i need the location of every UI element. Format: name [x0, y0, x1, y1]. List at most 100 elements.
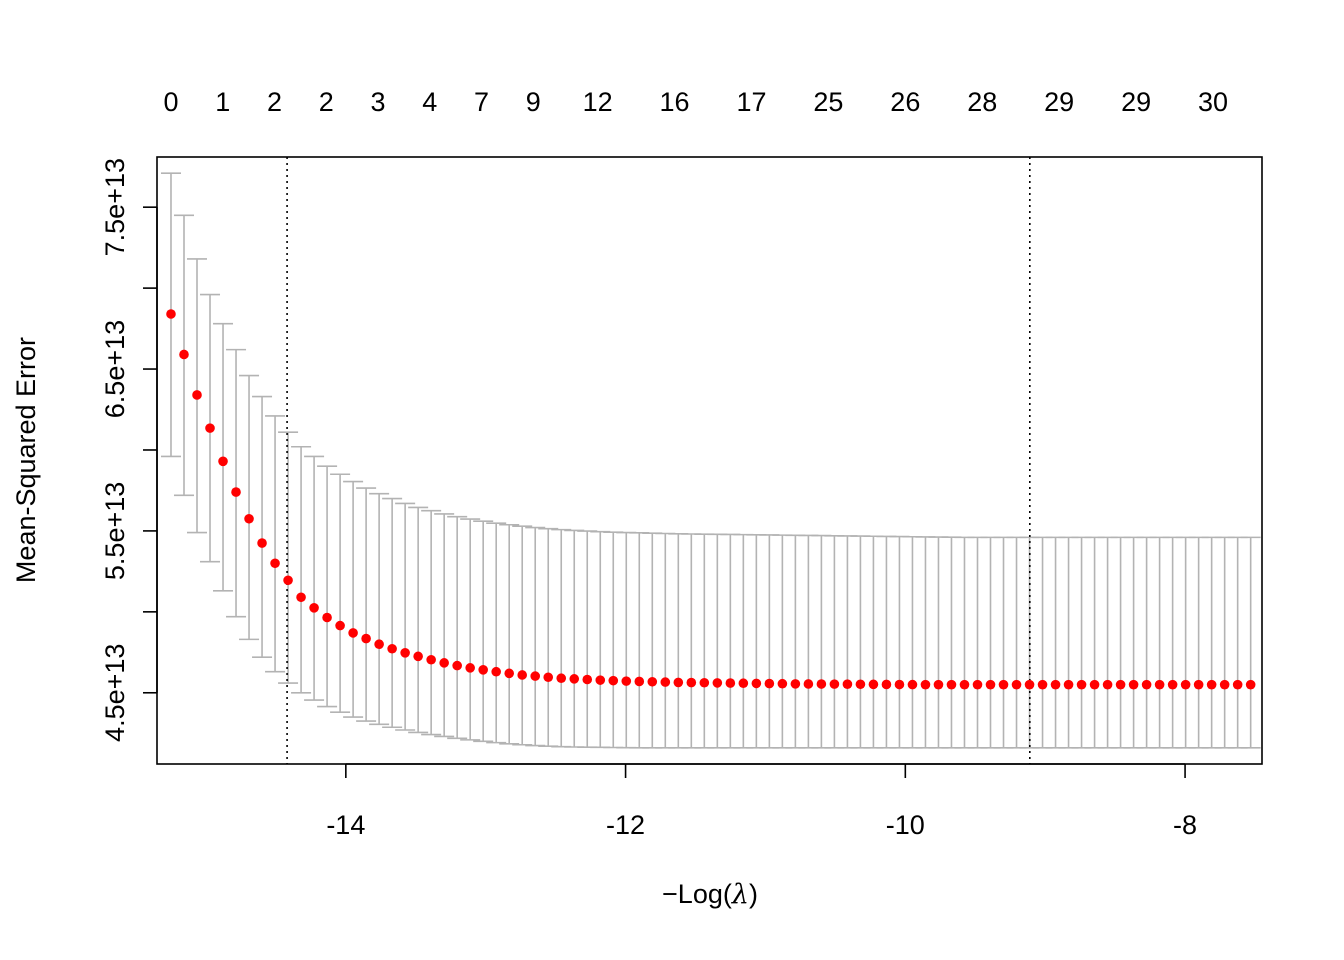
mse-point	[244, 513, 254, 524]
mse-point	[1219, 679, 1230, 690]
mse-point	[1089, 679, 1100, 690]
mse-point	[972, 679, 983, 690]
x-axis-label: −Log(λ)	[662, 879, 758, 910]
mse-point	[946, 679, 957, 690]
mse-point	[608, 675, 619, 686]
top-axis-label: 9	[526, 87, 541, 117]
mse-point	[374, 639, 384, 650]
mse-point	[400, 647, 410, 658]
mse-point	[322, 612, 332, 623]
mse-point	[1037, 679, 1048, 690]
y-tick-label: 4.5e+13	[100, 644, 130, 742]
top-axis-label: 16	[660, 87, 690, 117]
top-axis-label: 0	[163, 87, 178, 117]
top-axis-label: 4	[422, 87, 437, 117]
y-axis: 4.5e+13 5.5e+13 6.5e+13 7.5e+13	[100, 158, 158, 742]
mse-point	[1115, 679, 1126, 690]
mse-point	[426, 654, 436, 665]
mse-point	[1024, 679, 1035, 690]
mse-point	[192, 390, 202, 400]
y-tick-label: 7.5e+13	[100, 158, 130, 256]
mse-point	[842, 679, 853, 689]
mse-point	[582, 674, 593, 685]
mse-point	[309, 602, 319, 613]
mse-point	[634, 676, 645, 687]
top-axis-label: 2	[319, 87, 334, 117]
mse-point	[816, 679, 827, 689]
mse-point	[1102, 679, 1113, 690]
mse-point	[933, 679, 944, 690]
mse-point	[530, 671, 541, 681]
top-axis-label: 26	[890, 87, 920, 117]
mse-point	[790, 679, 801, 689]
top-axis-label: 2	[267, 87, 282, 117]
mse-point	[894, 679, 905, 690]
mse-point	[1050, 679, 1061, 690]
mse-point	[1076, 679, 1087, 690]
top-axis-label: 30	[1198, 87, 1228, 117]
mse-point	[621, 676, 632, 686]
top-axis-label: 7	[474, 87, 489, 117]
mse-point	[751, 678, 762, 689]
mse-point	[673, 677, 684, 688]
mse-point	[1193, 679, 1204, 690]
x-tick-label: -14	[326, 810, 365, 840]
mse-point	[387, 643, 397, 654]
error-bars	[160, 172, 1261, 749]
mse-point	[686, 677, 697, 688]
reference-lines	[286, 157, 1031, 764]
mse-point	[504, 668, 515, 679]
mse-point	[465, 663, 475, 673]
mse-point	[959, 679, 970, 690]
mse-point	[1180, 679, 1191, 690]
y-tick-label: 5.5e+13	[100, 482, 130, 580]
mse-point	[712, 678, 723, 688]
mse-point	[179, 349, 189, 360]
top-axis: 0 1 2 2 3 4 7 9 12 16 17 25 26 28 29 29 30	[163, 87, 1228, 117]
top-axis-label: 25	[813, 87, 843, 117]
mse-point	[998, 679, 1009, 690]
mse-point	[543, 672, 554, 683]
mse-point	[283, 575, 293, 586]
top-axis-label: 29	[1121, 87, 1151, 117]
mse-point	[725, 678, 736, 688]
mse-point	[205, 423, 215, 433]
x-axis-label-lambda: λ	[731, 879, 749, 910]
mse-point	[1011, 679, 1022, 690]
mse-point	[777, 678, 788, 689]
mse-point	[348, 628, 358, 638]
mse-point	[270, 558, 280, 569]
mse-point	[491, 666, 501, 677]
mse-point	[855, 679, 866, 690]
mse-point	[907, 679, 918, 690]
x-axis: -14 -12 -10 -8	[326, 763, 1197, 840]
y-axis-label: Mean-Squared Error	[11, 337, 41, 583]
mse-point	[1154, 679, 1165, 690]
mse-point	[556, 673, 567, 684]
mse-point	[218, 456, 228, 467]
mse-point	[829, 679, 840, 689]
top-axis-label: 28	[967, 87, 997, 117]
mse-points	[166, 309, 1256, 690]
mse-point	[1245, 679, 1256, 690]
mse-point	[1167, 679, 1178, 690]
mse-point	[1128, 679, 1139, 690]
mse-point	[296, 592, 306, 603]
mse-point	[231, 487, 241, 497]
x-tick-label: -10	[886, 810, 925, 840]
x-axis-label-main: Log(	[678, 879, 732, 909]
top-axis-label: 12	[583, 87, 613, 117]
mse-point	[868, 679, 879, 690]
mse-point	[738, 678, 749, 689]
mse-point	[335, 620, 345, 631]
mse-point	[881, 679, 892, 690]
mse-point	[920, 679, 931, 690]
mse-point	[517, 670, 528, 680]
mse-point	[1141, 679, 1152, 690]
mse-point	[478, 664, 488, 675]
mse-point	[647, 676, 658, 687]
top-axis-label: 29	[1044, 87, 1074, 117]
mse-point	[452, 660, 462, 671]
mse-point	[803, 679, 814, 689]
